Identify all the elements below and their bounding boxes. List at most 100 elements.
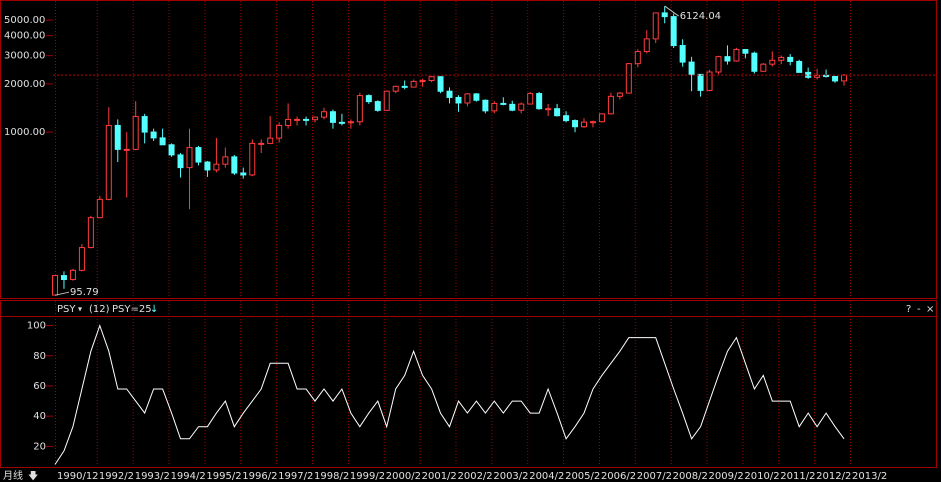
candle-body	[742, 49, 749, 54]
candle-body	[267, 137, 274, 144]
x-tick-label: 2010/2	[744, 471, 779, 482]
annotation-label: 6124.04	[680, 11, 721, 22]
indicator-name[interactable]: PSY	[57, 304, 76, 315]
x-tick-label: 2001/2	[422, 471, 457, 482]
y-tick-label: 1000.00	[4, 127, 45, 138]
candle-body	[401, 85, 408, 88]
candle-body	[464, 93, 471, 104]
dropdown-icon[interactable]: ▾	[78, 305, 82, 314]
candle-body	[60, 275, 67, 281]
candle-body	[52, 275, 58, 296]
y-tick-label: 4000.00	[4, 31, 45, 42]
candle-body	[240, 172, 247, 176]
candle-body	[213, 163, 220, 171]
candle-body	[222, 156, 229, 165]
annotation-leader	[54, 291, 70, 296]
candle-body	[276, 124, 283, 139]
x-tick-label: 2002/2	[457, 471, 492, 482]
indicator-value: PSY=25	[112, 304, 152, 315]
candle-body	[527, 93, 534, 105]
candle-body	[706, 71, 713, 91]
candle-body	[168, 144, 175, 156]
candle-body	[751, 52, 758, 72]
candle-body	[177, 154, 184, 169]
x-tick-label: 2008/2	[673, 471, 708, 482]
candle-body	[320, 111, 327, 118]
x-tick-label: 2009/2	[709, 471, 744, 482]
candle-body	[356, 95, 363, 123]
y-tick-label: 60	[33, 381, 46, 392]
x-tick-label: 2006/2	[601, 471, 636, 482]
candle-body	[697, 73, 704, 91]
candle-body	[365, 95, 372, 103]
close-button[interactable]: ×	[926, 304, 934, 315]
candle-body	[778, 56, 785, 61]
x-tick-label: 1995/2	[206, 471, 241, 482]
candle-body	[285, 118, 292, 126]
candle-body	[69, 269, 76, 281]
period-arrow[interactable]: 🡇	[28, 470, 38, 482]
candle-body	[159, 137, 166, 146]
candle-body	[294, 118, 301, 121]
candle-body	[832, 75, 839, 82]
candle-body	[428, 76, 435, 81]
candle-body	[545, 108, 552, 111]
psy-header: PSY ▾ (12) PSY=25 ↓ ? - ×	[57, 304, 934, 315]
down-arrow-icon: ↓	[150, 304, 158, 315]
candle-body	[114, 124, 121, 150]
candle-body	[231, 156, 238, 174]
candle-body	[87, 217, 94, 249]
candle-body	[186, 147, 193, 169]
candle-body	[760, 63, 767, 72]
candle-body	[446, 90, 453, 98]
y-tick-label: 20	[33, 441, 46, 452]
period-selector[interactable]: 月线	[3, 469, 23, 482]
x-tick-label: 2011/2	[780, 471, 815, 482]
candle-body	[123, 148, 130, 151]
candle-body	[715, 56, 722, 73]
candle-body	[509, 103, 516, 111]
candle-body	[491, 102, 498, 112]
candle-body	[554, 108, 561, 117]
annotation-leader	[664, 5, 679, 17]
x-tick-label: 2000/2	[386, 471, 421, 482]
candle-body	[814, 74, 821, 78]
candle-body	[437, 76, 444, 92]
candle-body	[141, 116, 148, 133]
x-tick-label: 2012/2	[816, 471, 851, 482]
y-tick-label: 5000.00	[4, 15, 45, 26]
x-tick-label: 1993/2	[135, 471, 170, 482]
candle-body	[96, 198, 103, 219]
candle-body	[312, 116, 319, 121]
indicator-params: (12)	[89, 304, 110, 315]
candle-body	[572, 120, 579, 128]
psy-panel-frame	[0, 300, 937, 468]
candle-body	[643, 38, 650, 53]
annotation-label: 95.79	[70, 287, 99, 298]
minimize-button[interactable]: -	[917, 304, 921, 315]
y-tick-label: 40	[33, 411, 46, 422]
candle-body	[249, 142, 256, 176]
psy-line	[54, 324, 845, 465]
x-tick-label: 2013/2	[852, 471, 887, 482]
candle-body	[536, 93, 543, 110]
candle-body	[616, 92, 623, 97]
x-tick-label: 2005/2	[565, 471, 600, 482]
y-tick-label: 100	[27, 321, 46, 332]
main-panel-frame	[0, 0, 937, 299]
candle-body	[303, 118, 310, 121]
candle-body	[589, 121, 596, 124]
candle-body	[841, 74, 848, 82]
x-tick-label: 1998/2	[314, 471, 349, 482]
candle-body	[518, 103, 525, 111]
candle-body	[679, 45, 686, 63]
x-tick-label: 1990/12	[57, 471, 99, 482]
candle-body	[625, 63, 632, 94]
candle-body	[688, 61, 695, 75]
candle-body	[598, 113, 605, 123]
help-button[interactable]: ?	[906, 304, 911, 315]
x-tick-label: 1994/2	[171, 471, 206, 482]
candle-body	[258, 142, 265, 145]
